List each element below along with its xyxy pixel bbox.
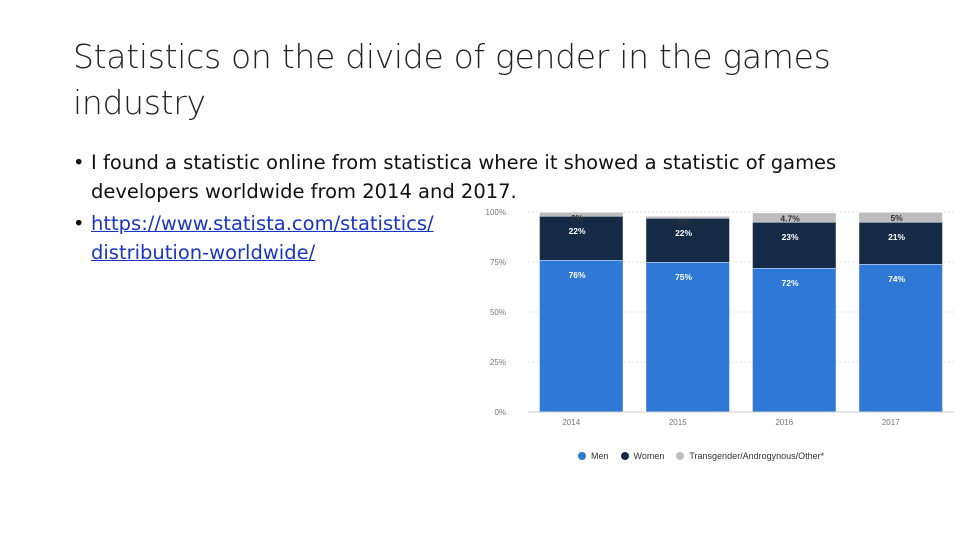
data-label: 22% (675, 228, 692, 238)
legend-swatch-icon (620, 452, 629, 460)
bar-segment (646, 216, 730, 218)
bar-segment (752, 212, 836, 222)
data-label: 74% (888, 274, 905, 284)
data-label: 72% (782, 278, 799, 288)
data-label: 21% (888, 232, 905, 242)
x-tick-label: 2014 (562, 418, 580, 427)
chart-legend: Men Women Transgender/Androgynous/Other* (578, 448, 824, 464)
legend-label: Transgender/Androgynous/Other* (689, 451, 825, 461)
stacked-bar-chart: 0%25%50%75%100%76%22%2%201475%22%1%20157… (486, 208, 954, 427)
legend-label: Women (633, 451, 665, 461)
legend-item: Transgender/Androgynous/Other* (676, 451, 824, 461)
data-label: 23% (782, 232, 799, 242)
y-tick-label: 50% (490, 308, 506, 317)
bullet-description: • I found a statistic online from statis… (73, 148, 883, 206)
data-label: 75% (675, 272, 692, 282)
bullet-list: • I found a statistic online from statis… (73, 148, 883, 270)
data-label: 4.7% (780, 214, 800, 224)
data-label: 1% (677, 217, 690, 227)
legend-item: Men (578, 451, 609, 461)
source-link-continued[interactable]: distribution-worldwide/ (91, 241, 316, 264)
legend-swatch-icon (578, 452, 586, 460)
x-tick-label: 2015 (669, 418, 687, 427)
bar-segment (539, 216, 623, 260)
x-tick-label: 2016 (775, 418, 793, 427)
legend-swatch-icon (676, 452, 685, 460)
bar-segment (859, 264, 943, 412)
bar-segment (646, 262, 730, 412)
bar-segment (752, 222, 836, 268)
x-tick-label: 2017 (882, 418, 900, 427)
legend-label: Men (591, 451, 609, 461)
bullet-description-text: I found a statistic online from statisti… (91, 151, 837, 203)
legend-item: Women (620, 451, 665, 461)
y-tick-label: 75% (490, 258, 506, 267)
bullet-dot-icon: • (73, 212, 85, 235)
bar-segment (859, 212, 943, 222)
bar-segment (539, 260, 623, 412)
bar-segment (646, 218, 730, 262)
bar-segment (539, 212, 623, 216)
bullet-link: • https://www.statista.com/statistics/ d… (73, 209, 883, 267)
chart-image: 0% 25% 50% 75% 100% 76% 22% 2% 2014 75% 22% 1% 2015 7… (478, 204, 960, 466)
source-link[interactable]: https://www.statista.com/statistics/ (91, 212, 434, 235)
y-tick-label: 100% (486, 208, 506, 217)
data-label: 5% (890, 213, 903, 223)
data-label: 76% (569, 270, 586, 280)
bar-segment (752, 268, 836, 412)
bullet-dot-icon: • (73, 151, 85, 174)
slide-title: Statistics on the divide of gender in th… (73, 37, 831, 122)
data-label: 22% (569, 226, 586, 236)
y-tick-label: 25% (490, 358, 506, 367)
bar-segment (859, 222, 943, 264)
data-label: 2% (571, 213, 584, 223)
y-tick-label: 0% (494, 408, 506, 417)
